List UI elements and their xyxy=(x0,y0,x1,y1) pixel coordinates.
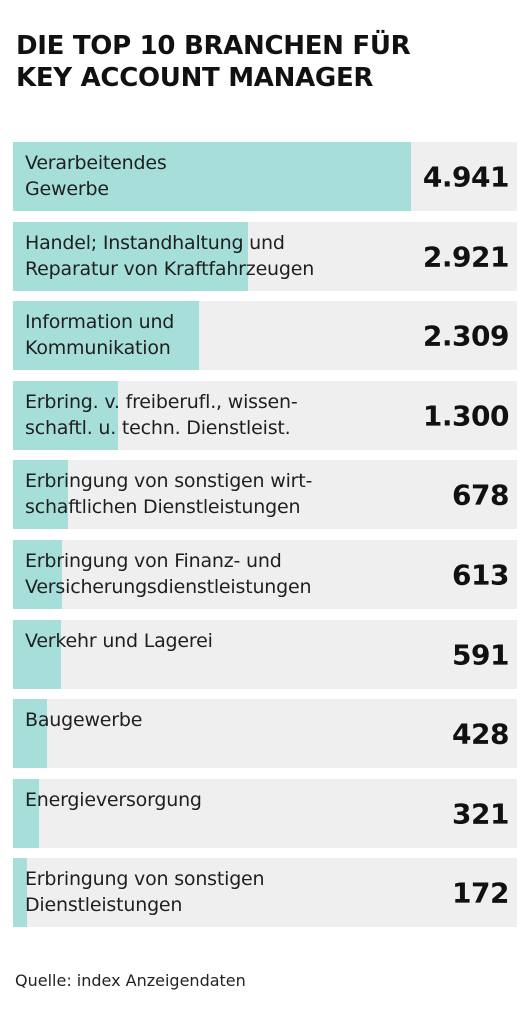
bar-value: 4.941 xyxy=(422,160,510,193)
value-cell: 321 xyxy=(411,779,517,848)
bar-label: Erbring. v. freiberufl., wissen- schaftl… xyxy=(25,391,298,439)
bar-row: Energieversorgung 321 xyxy=(13,779,517,848)
bar xyxy=(13,779,39,848)
bar-value: 678 xyxy=(452,478,509,511)
value-cell: 591 xyxy=(411,620,517,689)
bar-row: Information und Kommunikation 2.309 xyxy=(13,301,517,370)
bar-label: Erbringung von Finanz- und Versicherungs… xyxy=(25,550,312,598)
bar xyxy=(13,301,199,370)
chart-title-line-2: KEY ACCOUNT MANAGER xyxy=(16,63,374,93)
bar-label: Erbringung von sonstigen Dienstleistunge… xyxy=(25,868,265,916)
bar-chart: Verarbeitendes Gewerbe 4.941 Handel; Insta… xyxy=(13,142,517,927)
bar-value: 613 xyxy=(452,558,509,591)
bar-row: Erbringung von sonstigen Dienstleistunge… xyxy=(13,858,517,927)
bar-label: Handel; Instandhaltung und Reparatur von… xyxy=(25,232,315,280)
bar xyxy=(13,381,118,450)
value-cell: 613 xyxy=(411,540,517,609)
bar-row: Baugewerbe 428 xyxy=(13,699,517,768)
bar-row: Erbringung von sonstigen wirt- schaftlic… xyxy=(13,460,517,529)
value-cell: 2.309 xyxy=(411,301,517,370)
bar-value: 1.300 xyxy=(422,399,510,432)
bar-label: Information und Kommunikation xyxy=(25,311,175,359)
bar-label: Baugewerbe xyxy=(25,709,143,731)
chart-title-line-1: DIE TOP 10 BRANCHEN FÜR xyxy=(16,31,411,61)
bar-row: Verarbeitendes Gewerbe 4.941 xyxy=(13,142,517,211)
value-cell: 4.941 xyxy=(411,142,517,211)
value-cell: 428 xyxy=(411,699,517,768)
bar-value: 591 xyxy=(452,638,509,671)
value-cell: 2.921 xyxy=(411,222,517,291)
bar-row: Verkehr und Lagerei 591 xyxy=(13,620,517,689)
bar-row: Erbringung von Finanz- und Versicherungs… xyxy=(13,540,517,609)
bar-row: Handel; Instandhaltung und Reparatur von… xyxy=(13,222,517,291)
bar-label: Verarbeitendes Gewerbe xyxy=(25,152,167,200)
value-cell: 1.300 xyxy=(411,381,517,450)
bar-value: 321 xyxy=(452,797,509,830)
bar xyxy=(13,222,248,291)
source-note: Quelle: index Anzeigendaten xyxy=(15,971,246,990)
bar xyxy=(13,699,47,768)
bar-label: Erbringung von sonstigen wirt- schaftlic… xyxy=(25,470,313,518)
bar-value: 2.921 xyxy=(422,240,510,273)
bar xyxy=(13,540,62,609)
bar xyxy=(13,858,27,927)
bar-label: Verkehr und Lagerei xyxy=(25,630,213,652)
value-cell: 172 xyxy=(411,858,517,927)
bar-value: 2.309 xyxy=(422,319,510,352)
value-cell: 678 xyxy=(411,460,517,529)
bar-row: Erbring. v. freiberufl., wissen- schaftl… xyxy=(13,381,517,450)
bar xyxy=(13,460,68,529)
bar-value: 172 xyxy=(452,876,509,909)
bar xyxy=(13,620,61,689)
chart-title: DIE TOP 10 BRANCHEN FÜR KEY ACCOUNT MANA… xyxy=(16,30,496,94)
bar xyxy=(13,142,411,211)
bar-value: 428 xyxy=(452,717,509,750)
bar-label: Energieversorgung xyxy=(25,789,202,811)
